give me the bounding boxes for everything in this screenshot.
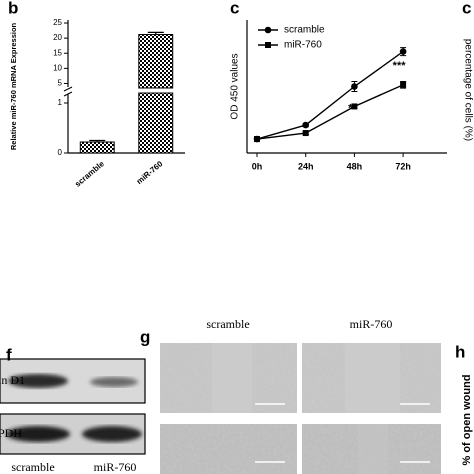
panel-label: h	[455, 342, 465, 361]
y-tick-label: 1	[58, 98, 63, 107]
point	[351, 83, 358, 90]
error-bar	[147, 31, 164, 35]
y-axis-label: Relative miR-760 mRNA Expression	[9, 22, 18, 150]
panel-label: c	[230, 0, 239, 17]
micrograph-column-label: scramble	[206, 317, 249, 331]
panel-label: g	[140, 327, 150, 346]
panel-label: b	[8, 0, 18, 17]
significance: ***	[393, 60, 407, 72]
panel-label: f	[6, 345, 12, 364]
significance: **	[348, 102, 357, 114]
point	[351, 103, 358, 110]
legend-label: miR-760	[284, 40, 322, 51]
point	[254, 136, 260, 143]
x-tick-label: 0h	[252, 161, 263, 171]
series-line	[256, 84, 404, 140]
cropped-y-label: percentage of cells (%)	[462, 39, 473, 141]
point	[302, 121, 310, 129]
series-line	[256, 51, 404, 140]
micrograph-column-label: miR-760	[350, 317, 393, 331]
point	[399, 48, 407, 55]
bar	[79, 141, 115, 154]
x-tick-label: scramble	[73, 159, 106, 189]
y-tick-label: 0	[58, 148, 63, 157]
blot-lane-label: miR-760	[94, 460, 137, 474]
micrographs	[160, 343, 441, 474]
bar-body	[138, 34, 174, 89]
blot-row-label: in D1	[0, 373, 25, 387]
x-tick-label: miR-760	[135, 159, 165, 186]
legend-marker	[264, 26, 272, 34]
bar-body	[79, 141, 115, 154]
y-tick-label: 5	[58, 79, 63, 88]
y-tick-label: 20	[53, 33, 62, 42]
blot-lane-label: scramble	[11, 460, 54, 474]
y-tick-label: 25	[53, 18, 62, 27]
legend-label: scramble	[284, 25, 325, 36]
bar	[138, 34, 174, 154]
legend-marker	[265, 42, 271, 48]
panel-label: c	[462, 0, 471, 17]
bar-body	[138, 92, 174, 154]
cropped-y-label: % of open wound	[461, 374, 473, 465]
y-axis-label: OD 450 values	[230, 53, 241, 119]
x-tick-label: 48h	[347, 161, 363, 171]
y-tick-label: 15	[53, 48, 62, 57]
x-tick-label: 24h	[298, 161, 314, 171]
x-tick-label: 72h	[395, 161, 411, 171]
blot-row-label: PDH	[0, 426, 22, 440]
point	[302, 130, 309, 137]
axis-break	[63, 86, 73, 97]
point	[400, 81, 407, 88]
error-bar	[89, 139, 106, 142]
western-blot	[0, 358, 146, 455]
y-tick-label: 10	[53, 63, 62, 72]
